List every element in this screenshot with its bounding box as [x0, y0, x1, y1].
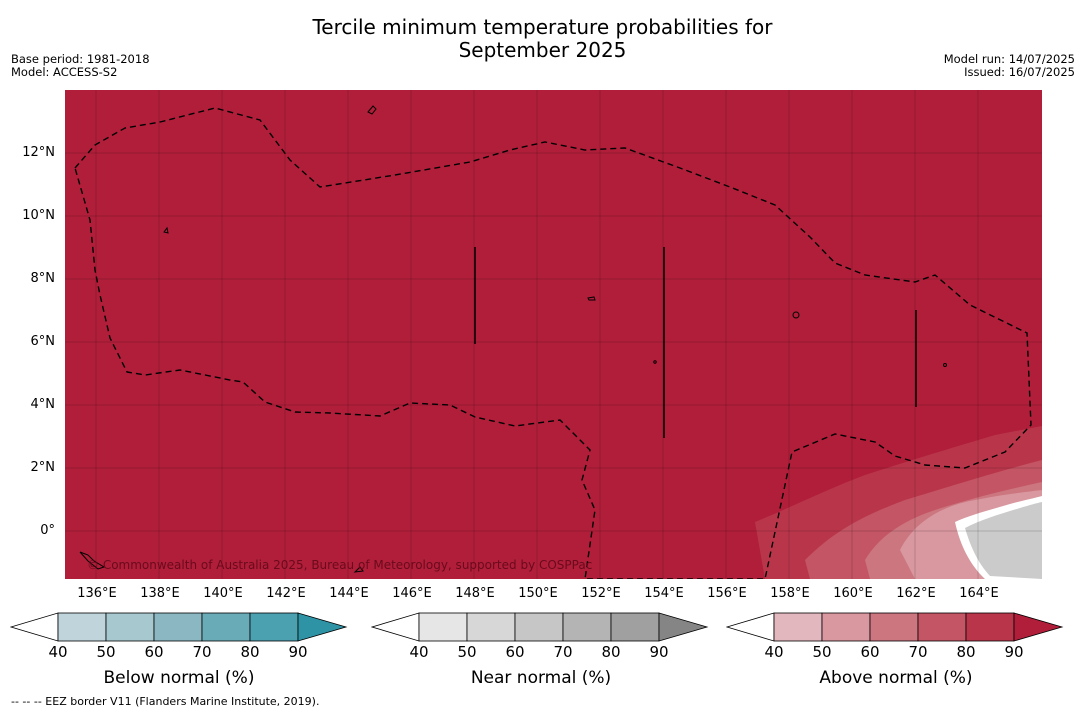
- colorbar-segment: [917, 612, 967, 642]
- lon-label: 140°E: [203, 586, 243, 601]
- lon-label: 136°E: [77, 586, 117, 601]
- colorbar-tick-label: 50: [457, 643, 477, 661]
- colorbar-tick-label: 90: [649, 643, 669, 661]
- model-label: Model: ACCESS-S2: [11, 65, 118, 79]
- colorbar-extend-low: [10, 612, 59, 642]
- colorbar-below-normal: [10, 612, 348, 642]
- colorbar-tick-label: 80: [956, 643, 976, 661]
- colorbar-segment: [201, 612, 251, 642]
- copyright-notice: © Commonwealth of Australia 2025, Bureau…: [87, 558, 593, 572]
- eez-footnote: -- -- -- EEZ border V11 (Flanders Marine…: [11, 695, 320, 708]
- lon-label: 148°E: [455, 586, 495, 601]
- eez-border: [74, 107, 1032, 579]
- lon-label: 160°E: [833, 586, 873, 601]
- colorbar-extend-low: [726, 612, 775, 642]
- colorbar-title-above: Above normal (%): [819, 668, 973, 688]
- probability-map[interactable]: © Commonwealth of Australia 2025, Bureau…: [65, 90, 1042, 579]
- colorbar-tick-label: 50: [96, 643, 116, 661]
- colorbar-segment: [514, 612, 564, 642]
- colorbar-near-normal: [371, 612, 709, 642]
- map-svg: [65, 90, 1042, 579]
- issued-label: Issued: 16/07/2025: [964, 65, 1075, 79]
- lat-label-0: 0°: [40, 523, 55, 538]
- base-period-label: Base period: 1981-2018: [11, 52, 150, 66]
- lat-label-6n: 6°N: [30, 334, 56, 349]
- colorbar-segment: [57, 612, 107, 642]
- colorbar-extend-high: [297, 612, 348, 642]
- colorbar-title-below: Below normal (%): [103, 668, 255, 688]
- map-title-line2: September 2025: [458, 38, 627, 62]
- colorbar-segment: [562, 612, 612, 642]
- colorbar-segment: [249, 612, 299, 642]
- colorbar-segment: [965, 612, 1015, 642]
- lon-label: 146°E: [392, 586, 432, 601]
- colorbar-tick-label: 90: [288, 643, 308, 661]
- colorbar-segment: [105, 612, 155, 642]
- colorbar-segment: [466, 612, 516, 642]
- colorbar-extend-low: [371, 612, 420, 642]
- colorbar-segment: [773, 612, 823, 642]
- colorbar-tick-label: 80: [240, 643, 260, 661]
- model-run-label: Model run: 14/07/2025: [943, 52, 1075, 66]
- colorbar-tick-label: 70: [908, 643, 928, 661]
- lat-label-4n: 4°N: [30, 397, 56, 412]
- colorbar-title-near: Near normal (%): [470, 668, 612, 688]
- colorbar-segment: [418, 612, 468, 642]
- lon-label: 144°E: [329, 586, 369, 601]
- lon-label: 164°E: [959, 586, 999, 601]
- graticule: [65, 90, 1042, 579]
- colorbar-segment: [821, 612, 871, 642]
- lon-label: 156°E: [707, 586, 747, 601]
- colorbar-tick-label: 90: [1004, 643, 1024, 661]
- lat-label-2n: 2°N: [30, 460, 56, 475]
- colorbar-tick-label: 70: [192, 643, 212, 661]
- colorbar-segment: [869, 612, 919, 642]
- lat-label-10n: 10°N: [22, 208, 55, 223]
- colorbar-tick-label: 40: [764, 643, 784, 661]
- lon-label: 154°E: [644, 586, 684, 601]
- lon-label: 158°E: [770, 586, 810, 601]
- colorbar-tick-label: 40: [409, 643, 429, 661]
- colorbar-extend-high: [1013, 612, 1064, 642]
- colorbar-tick-label: 50: [812, 643, 832, 661]
- lat-label-8n: 8°N: [30, 271, 56, 286]
- lon-label: 152°E: [581, 586, 621, 601]
- lat-label-12n: 12°N: [22, 145, 55, 160]
- islands: [79, 105, 947, 573]
- colorbar-segment: [610, 612, 660, 642]
- colorbar-tick-label: 70: [553, 643, 573, 661]
- lon-label: 138°E: [140, 586, 180, 601]
- near-normal-area: [965, 502, 1042, 579]
- colorbar-tick-label: 60: [860, 643, 880, 661]
- colorbar-segment: [153, 612, 203, 642]
- colorbar-tick-label: 80: [601, 643, 621, 661]
- colorbar-tick-label: 40: [48, 643, 68, 661]
- map-title-line1: Tercile minimum temperature probabilitie…: [312, 15, 773, 39]
- lon-label: 142°E: [266, 586, 306, 601]
- colorbar-above-normal: [726, 612, 1064, 642]
- lon-label: 150°E: [518, 586, 558, 601]
- colorbar-extend-high: [658, 612, 709, 642]
- lon-label: 162°E: [896, 586, 936, 601]
- colorbar-tick-label: 60: [505, 643, 525, 661]
- colorbar-tick-label: 60: [144, 643, 164, 661]
